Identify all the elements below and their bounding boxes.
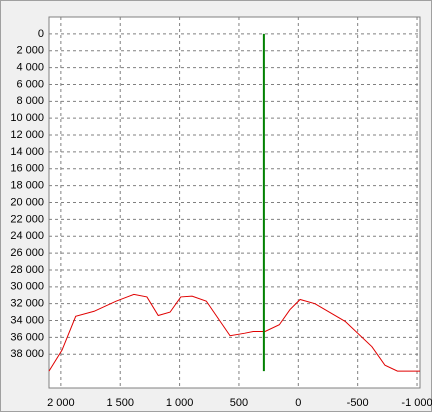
x-tick-label: 1 000: [166, 397, 194, 409]
data-line: [48, 293, 420, 372]
y-tick-label: 6 000: [16, 78, 44, 90]
y-tick-label: 20 000: [10, 196, 44, 208]
y-tick-label: 34 000: [10, 314, 44, 326]
y-tick-label: 14 000: [10, 146, 44, 158]
y-tick-label: 36 000: [10, 331, 44, 343]
y-tick-label: 32 000: [10, 298, 44, 310]
y-tick-label: 10 000: [10, 112, 44, 124]
y-tick-label: 26 000: [10, 247, 44, 259]
y-tick-label: 8 000: [16, 95, 44, 107]
y-tick-label: 30 000: [10, 281, 44, 293]
y-tick-label: 0: [38, 28, 44, 40]
y-tick-label: 28 000: [10, 264, 44, 276]
x-tick-label: 1 500: [106, 397, 134, 409]
y-tick-label: 18 000: [10, 180, 44, 192]
x-tick-label: -1 000: [401, 397, 432, 409]
x-tick-label: -500: [347, 397, 369, 409]
x-tick-label: 0: [295, 397, 301, 409]
y-tick-label: 16 000: [10, 163, 44, 175]
x-tick-label: 500: [230, 397, 248, 409]
y-tick-label: 24 000: [10, 230, 44, 242]
y-tick-label: 22 000: [10, 213, 44, 225]
y-tick-label: 4 000: [16, 61, 44, 73]
x-tick-label: 2 000: [47, 397, 75, 409]
y-tick-label: 12 000: [10, 129, 44, 141]
y-tick-label: 38 000: [10, 348, 44, 360]
y-tick-label: 2 000: [16, 45, 44, 57]
